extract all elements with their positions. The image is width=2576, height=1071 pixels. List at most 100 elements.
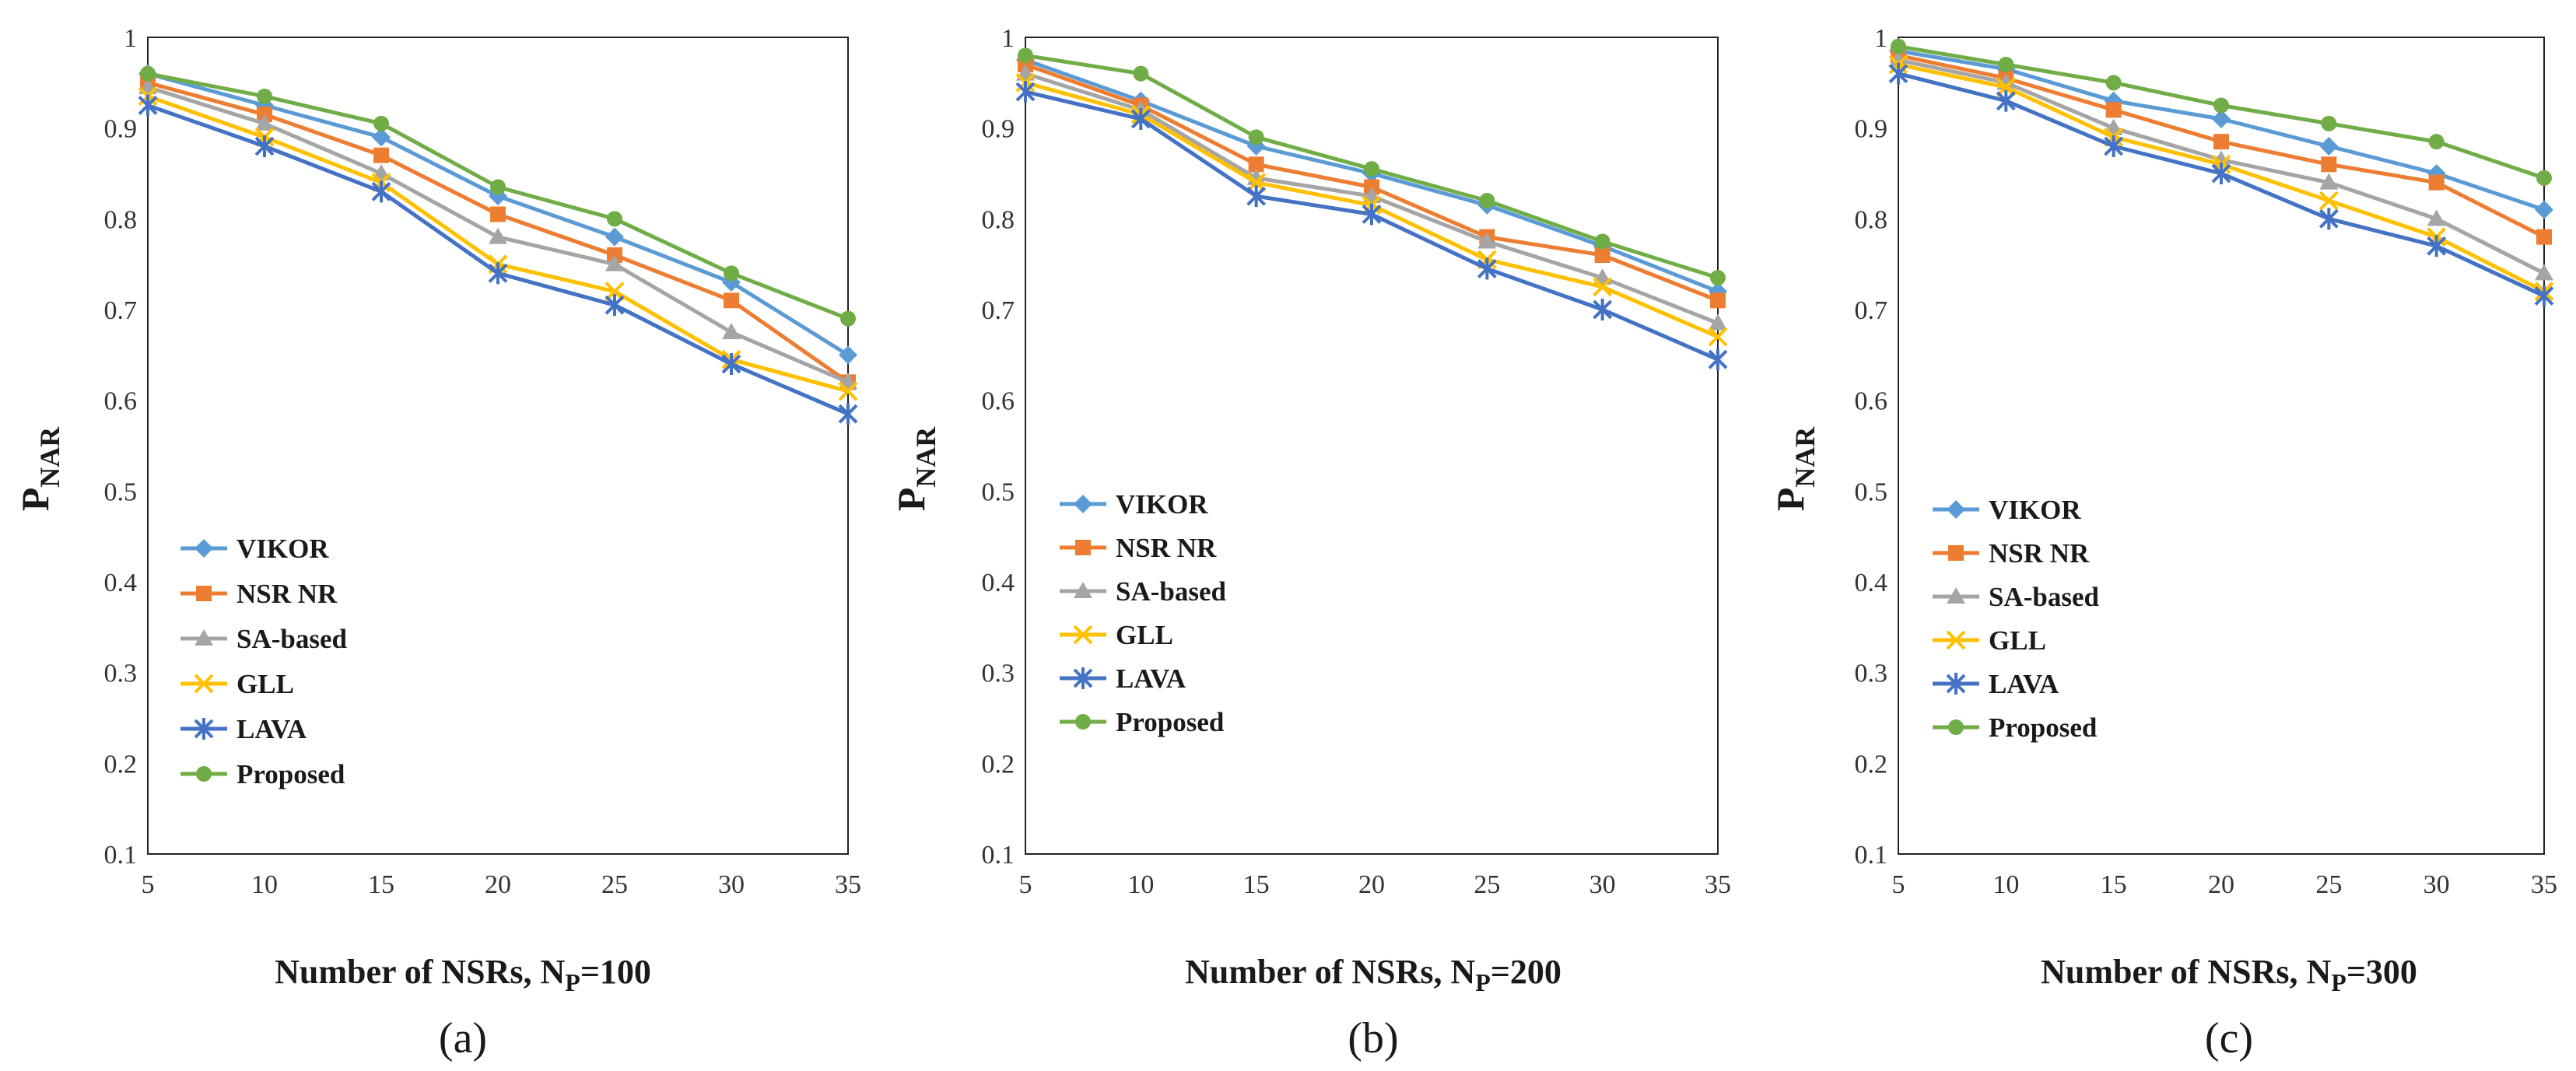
series-proposed (140, 65, 856, 327)
y-tick-label: 0.5 (104, 478, 138, 506)
series-proposed (1018, 47, 1726, 286)
legend-label: SA-based (1989, 582, 2100, 612)
y-tick-label: 0.8 (982, 205, 1015, 234)
data-point (2534, 285, 2554, 307)
y-tick-label: 0.9 (104, 115, 138, 144)
data-point (839, 345, 857, 365)
data-point (1133, 65, 1149, 82)
y-axis-label-main: P (13, 488, 57, 512)
x-tick-label: 35 (835, 870, 861, 899)
x-tick-label: 20 (2208, 870, 2234, 899)
y-tick-label: 0.2 (1855, 750, 1888, 779)
data-point (1593, 277, 1613, 297)
data-point (2104, 135, 2124, 157)
y-axis-label: PNAR (13, 426, 65, 512)
legend-item: GLL (180, 669, 294, 699)
series-lava (1888, 62, 2554, 307)
legend-item: Proposed (1060, 707, 1225, 737)
y-tick-label: 0.9 (1855, 115, 1888, 144)
legend-item: VIKOR (1060, 489, 1208, 520)
data-point (1248, 129, 1264, 145)
data-point (257, 88, 272, 104)
chart-panel-1: 0.10.20.30.40.50.60.70.80.915 10 15 20 25 30 3… (889, 24, 1731, 1062)
legend-label: VIKOR (1989, 495, 2081, 525)
x-tick-label: 20 (485, 870, 511, 899)
data-point (2321, 156, 2337, 173)
x-tick-label: 25 (1474, 870, 1500, 899)
series-lava (138, 94, 858, 425)
data-point (1891, 38, 1906, 54)
data-point (372, 128, 391, 147)
y-axis-label-subscript: NAR (1789, 426, 1821, 488)
legend-item: SA-based (1060, 576, 1227, 607)
legend-item: SA-based (1933, 582, 2100, 612)
x-tick-label: 10 (1992, 870, 2019, 899)
x-tick-label: 25 (601, 870, 628, 899)
legend-marker (194, 674, 214, 694)
x-tick-label: 5 (1019, 870, 1032, 899)
data-point (254, 135, 275, 157)
data-point (605, 294, 625, 317)
legend-marker (195, 539, 213, 558)
data-point (2535, 264, 2553, 281)
legend-label: Proposed (237, 759, 345, 789)
y-tick-label: 0.9 (982, 115, 1015, 144)
data-point (1888, 62, 1908, 85)
data-point (1477, 232, 1497, 249)
legend-label: GLL (1116, 620, 1173, 650)
data-point (1593, 299, 1613, 320)
data-point (722, 323, 741, 340)
y-tick-label: 0.1 (982, 841, 1015, 870)
y-tick-label: 0.4 (982, 569, 1015, 597)
x-tick-label: 15 (1243, 870, 1270, 899)
legend-marker (196, 766, 212, 782)
data-point (2321, 115, 2337, 131)
data-point (724, 292, 739, 309)
legend-marker (1947, 587, 1965, 604)
data-point (1362, 203, 1382, 226)
y-axis-label-subscript: NAR (34, 426, 65, 488)
data-point (2213, 134, 2229, 150)
chart-panel-0: 0.10.20.30.40.50.60.70.80.915 10 15 20 25 30 3… (13, 24, 861, 1062)
legend-label: NSR NR (1116, 533, 1217, 563)
x-axis-label-main: Number of NSRs, N (275, 953, 565, 991)
data-point (2427, 209, 2446, 226)
legend-marker (1947, 500, 1965, 519)
legend-label: SA-based (237, 624, 348, 654)
plot-area-frame (1898, 37, 2545, 855)
x-tick-label: 30 (1589, 870, 1616, 899)
data-point (490, 179, 506, 195)
series-sa-based (1016, 64, 1727, 331)
legend-item: LAVA (180, 714, 307, 744)
y-tick-label: 1 (1001, 24, 1015, 53)
legend-label: Proposed (1116, 707, 1225, 737)
x-tick-label: 35 (2531, 870, 2557, 899)
y-axis-label-subscript: NAR (910, 426, 941, 488)
legend: VIKOR NSR NR SA-based GLL LAVA Proposed (180, 534, 348, 789)
data-point (2105, 75, 2122, 91)
y-tick-label: 0.4 (1855, 569, 1888, 597)
data-point (2318, 191, 2339, 211)
data-point (140, 65, 156, 82)
data-point (1364, 161, 1379, 177)
legend-marker (1073, 625, 1093, 645)
legend-label: LAVA (1116, 663, 1186, 694)
data-point (1708, 348, 1728, 371)
x-tick-label: 10 (251, 870, 278, 899)
x-axis-label-subscript: P (2331, 968, 2346, 996)
y-axis-label-main: P (889, 488, 933, 512)
series-lava (1015, 81, 1728, 371)
y-tick-label: 0.8 (104, 205, 138, 234)
x-axis-label: Number of NSRs, NP=300 (2041, 953, 2417, 996)
x-tick-label: 30 (2424, 870, 2450, 899)
data-point (373, 147, 389, 163)
legend-marker (1948, 719, 1964, 735)
data-point (1708, 327, 1728, 347)
data-point (2318, 208, 2339, 230)
x-tick-label: 35 (1705, 870, 1731, 899)
legend-marker (1948, 545, 1964, 561)
legend-label: LAVA (1989, 669, 2059, 699)
x-axis-label-tail: =200 (1491, 953, 1561, 991)
x-tick-label: 10 (1127, 870, 1154, 899)
legend-item: VIKOR (180, 534, 329, 564)
